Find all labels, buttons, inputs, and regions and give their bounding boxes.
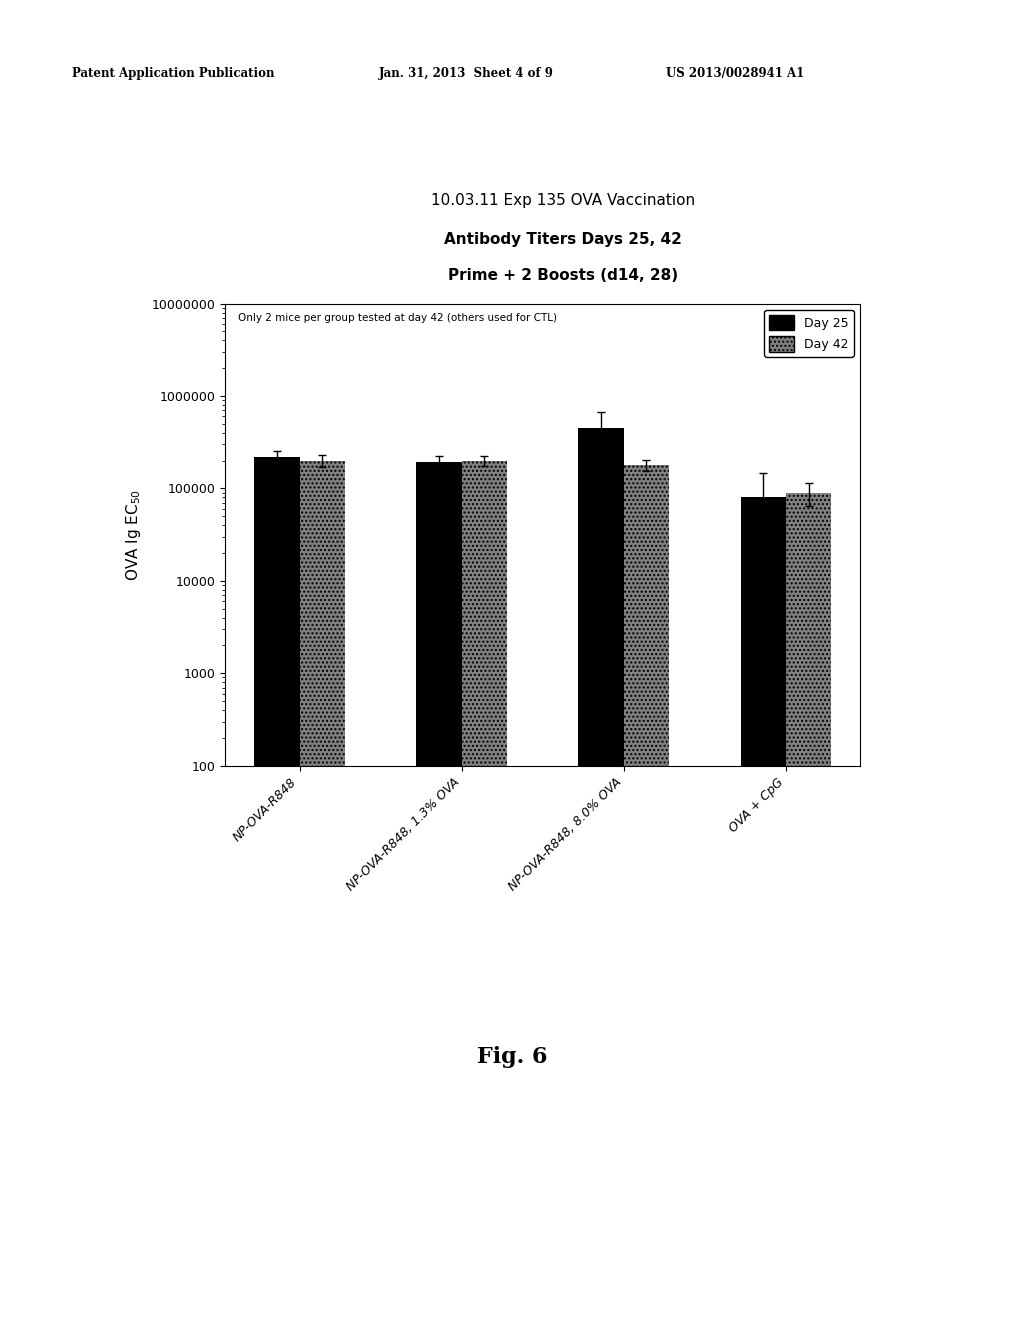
Text: US 2013/0028941 A1: US 2013/0028941 A1 (666, 66, 804, 79)
Legend: Day 25, Day 42: Day 25, Day 42 (764, 310, 854, 356)
Text: Antibody Titers Days 25, 42: Antibody Titers Days 25, 42 (444, 232, 682, 247)
Bar (417, 462, 462, 1320)
Text: Jan. 31, 2013  Sheet 4 of 9: Jan. 31, 2013 Sheet 4 of 9 (379, 66, 554, 79)
Text: Patent Application Publication: Patent Application Publication (72, 66, 274, 79)
Bar (785, 492, 831, 1320)
Bar (624, 465, 669, 1320)
Bar (254, 457, 300, 1320)
Bar (300, 461, 345, 1320)
Text: 10.03.11 Exp 135 OVA Vaccination: 10.03.11 Exp 135 OVA Vaccination (431, 193, 695, 207)
Text: Only 2 mice per group tested at day 42 (others used for CTL): Only 2 mice per group tested at day 42 (… (238, 313, 557, 323)
Text: Prime + 2 Boosts (d14, 28): Prime + 2 Boosts (d14, 28) (449, 268, 678, 282)
Bar (740, 498, 785, 1320)
Bar (579, 428, 624, 1320)
Text: Fig. 6: Fig. 6 (477, 1045, 547, 1068)
Bar (462, 461, 507, 1320)
Y-axis label: OVA Ig EC$_{50}$: OVA Ig EC$_{50}$ (124, 488, 143, 581)
